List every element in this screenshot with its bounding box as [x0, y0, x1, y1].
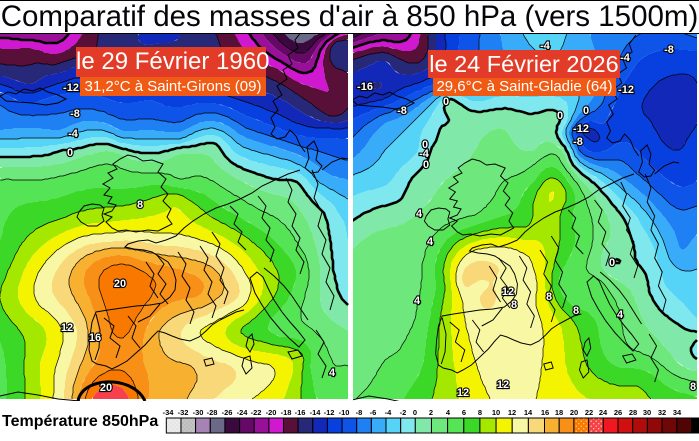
- svg-text:4: 4: [427, 236, 434, 248]
- svg-text:-12: -12: [618, 84, 634, 96]
- svg-text:24: 24: [599, 408, 608, 417]
- svg-text:-14: -14: [310, 408, 322, 417]
- svg-text:0: 0: [609, 257, 615, 269]
- svg-text:-16: -16: [357, 81, 373, 93]
- svg-text:0: 0: [422, 139, 428, 151]
- svg-text:30: 30: [643, 408, 651, 417]
- svg-text:12: 12: [508, 408, 516, 417]
- svg-text:12: 12: [502, 286, 514, 298]
- svg-text:2: 2: [429, 408, 433, 417]
- svg-text:8: 8: [511, 299, 517, 311]
- svg-text:-8: -8: [664, 44, 674, 56]
- svg-text:14: 14: [524, 408, 533, 417]
- svg-text:8: 8: [573, 305, 579, 317]
- svg-text:-4: -4: [68, 128, 79, 140]
- svg-text:28: 28: [629, 408, 637, 417]
- svg-text:34: 34: [673, 408, 682, 417]
- svg-text:-26: -26: [222, 408, 233, 417]
- svg-text:-12: -12: [324, 408, 335, 417]
- svg-text:20: 20: [100, 382, 112, 394]
- svg-text:-4: -4: [620, 52, 631, 64]
- svg-text:4: 4: [416, 208, 423, 220]
- svg-text:-8: -8: [397, 105, 407, 117]
- svg-text:22: 22: [585, 408, 593, 417]
- svg-text:-4: -4: [419, 148, 430, 160]
- svg-text:16: 16: [89, 332, 101, 344]
- svg-text:8: 8: [546, 291, 552, 303]
- svg-text:-4: -4: [540, 40, 551, 52]
- svg-text:16: 16: [541, 408, 549, 417]
- svg-text:20: 20: [570, 408, 578, 417]
- svg-text:-18: -18: [281, 408, 292, 417]
- svg-text:0: 0: [67, 147, 73, 159]
- svg-text:-34: -34: [163, 408, 175, 417]
- svg-text:0: 0: [557, 110, 563, 122]
- svg-text:-8: -8: [573, 136, 583, 148]
- svg-text:-28: -28: [207, 408, 218, 417]
- svg-text:4: 4: [446, 408, 451, 417]
- svg-text:-8: -8: [356, 408, 363, 417]
- svg-text:-10: -10: [339, 408, 350, 417]
- svg-text:-4: -4: [385, 408, 392, 417]
- svg-text:-24: -24: [237, 408, 249, 417]
- svg-text:8: 8: [690, 381, 696, 393]
- svg-text:12: 12: [61, 322, 73, 334]
- svg-text:18: 18: [555, 408, 563, 417]
- svg-text:-2: -2: [400, 408, 407, 417]
- svg-text:6: 6: [462, 408, 466, 417]
- svg-text:-16: -16: [295, 408, 306, 417]
- svg-text:8: 8: [137, 199, 143, 211]
- svg-text:10: 10: [492, 408, 500, 417]
- svg-text:12: 12: [497, 379, 509, 391]
- svg-text:-8: -8: [70, 108, 80, 120]
- svg-text:26: 26: [614, 408, 622, 417]
- svg-text:-32: -32: [178, 408, 189, 417]
- svg-text:32: 32: [658, 408, 666, 417]
- svg-text:0: 0: [583, 105, 589, 117]
- svg-text:-12: -12: [63, 82, 79, 94]
- svg-text:20: 20: [114, 278, 126, 290]
- svg-text:4: 4: [329, 367, 336, 379]
- svg-text:4: 4: [617, 309, 624, 321]
- svg-text:0: 0: [423, 159, 429, 171]
- svg-text:12: 12: [457, 387, 469, 399]
- svg-text:-12: -12: [573, 123, 589, 135]
- svg-text:-20: -20: [266, 408, 277, 417]
- svg-text:0: 0: [413, 408, 417, 417]
- svg-text:0: 0: [443, 96, 449, 108]
- svg-text:8: 8: [478, 408, 482, 417]
- svg-text:-6: -6: [370, 408, 377, 417]
- svg-text:-30: -30: [193, 408, 204, 417]
- svg-text:4: 4: [414, 295, 421, 307]
- svg-text:-22: -22: [251, 408, 262, 417]
